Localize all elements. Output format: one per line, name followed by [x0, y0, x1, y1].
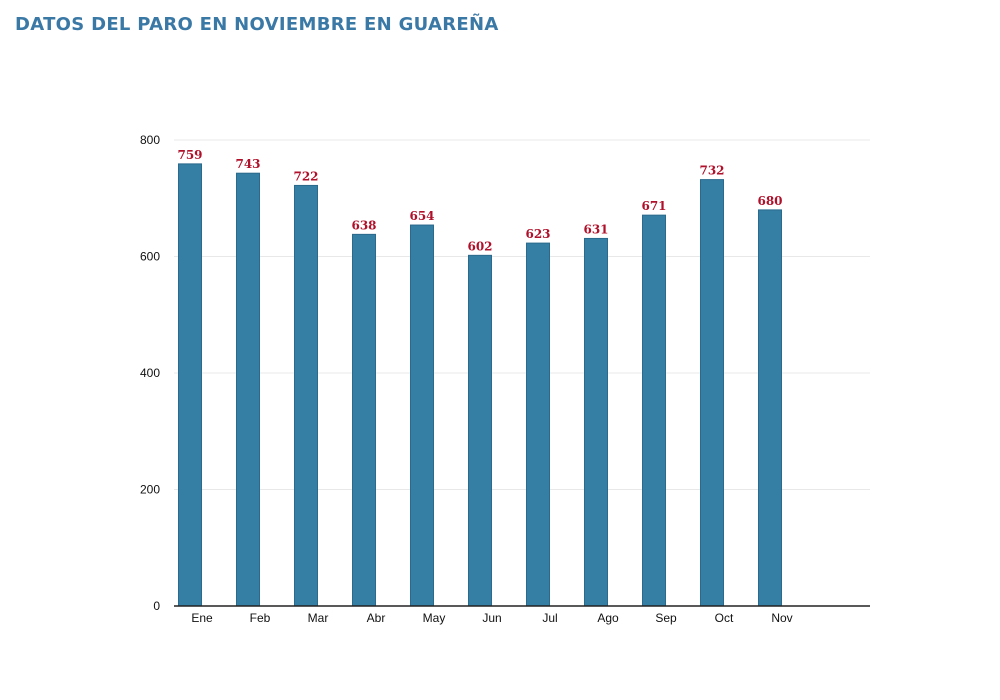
data-label: 759	[177, 148, 202, 162]
x-tick-label: Nov	[771, 611, 792, 625]
x-tick-label: Sep	[655, 611, 677, 625]
data-label: 602	[467, 239, 492, 253]
bar	[758, 209, 782, 607]
data-label: 743	[235, 157, 260, 171]
page-title: DATOS DEL PARO EN NOVIEMBRE EN GUAREÑA	[15, 14, 499, 35]
bar	[178, 163, 202, 607]
x-tick-label: May	[423, 611, 446, 625]
y-tick-label: 0	[153, 599, 160, 613]
x-tick-label: Feb	[250, 611, 271, 625]
bar	[352, 233, 376, 607]
bar	[236, 172, 260, 607]
data-label: 631	[583, 222, 608, 236]
bar	[410, 224, 434, 607]
bar	[468, 254, 492, 607]
x-tick-label: Ene	[191, 611, 213, 625]
x-tick-label: Mar	[308, 611, 329, 625]
y-tick-label: 200	[140, 483, 160, 497]
data-label: 638	[351, 218, 376, 232]
data-label: 732	[699, 164, 724, 178]
y-tick-label: 600	[140, 250, 160, 264]
bar	[642, 214, 666, 607]
bar	[294, 184, 318, 607]
bar	[526, 242, 550, 607]
grid-lines	[174, 139, 870, 490]
y-tick-label: 800	[140, 133, 160, 147]
x-tick-label: Oct	[715, 611, 734, 625]
bar	[700, 179, 724, 607]
y-tick-label: 400	[140, 366, 160, 380]
data-label: 680	[757, 194, 782, 208]
data-label: 671	[641, 199, 666, 213]
x-tick-label: Abr	[367, 611, 386, 625]
data-label: 654	[409, 209, 434, 223]
x-tick-label: Jun	[482, 611, 501, 625]
x-axis-ticks: Ene Feb Mar Abr May Jun Jul Ago Sep Oct Nov	[191, 611, 792, 625]
y-axis-ticks: 0 200 400 600 800	[140, 133, 160, 613]
data-labels: 759 743 722 638 654 602 623 631 671 732 680	[177, 148, 782, 253]
data-label: 722	[293, 169, 318, 183]
data-label: 623	[525, 227, 550, 241]
x-tick-label: Jul	[542, 611, 557, 625]
bars	[178, 163, 782, 607]
x-tick-label: Ago	[597, 611, 619, 625]
bar	[584, 237, 608, 607]
